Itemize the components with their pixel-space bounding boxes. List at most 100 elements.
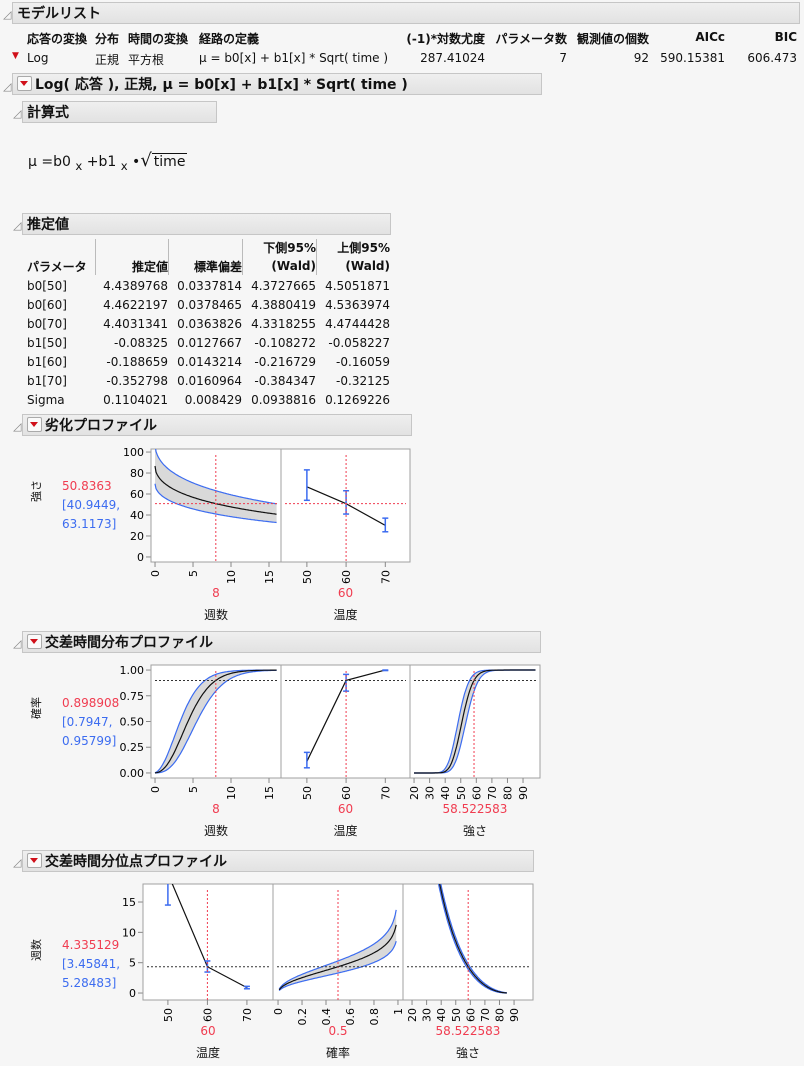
confidence-band: [155, 449, 277, 523]
x-tick-label: 30: [424, 786, 437, 800]
table-cell: 0.0127667: [177, 336, 242, 350]
y-ci-lower: [0.7947,: [62, 715, 113, 729]
cell: 590.15381: [660, 51, 725, 65]
table-cell: b0[60]: [27, 298, 67, 312]
disclosure-icon[interactable]: ◿: [13, 420, 22, 433]
disclosure-icon[interactable]: ◿: [13, 856, 22, 869]
y-ci-upper: 5.28483]: [62, 976, 117, 990]
y-tick-label: 100: [123, 446, 144, 459]
plot-marks: [407, 884, 529, 1000]
profiler-header[interactable]: 交差時間分位点プロファイル: [22, 850, 534, 872]
table-cell: b0[70]: [27, 317, 67, 331]
profiler-header[interactable]: 劣化プロファイル: [22, 414, 412, 436]
x-axis-label: 確率: [325, 1046, 350, 1060]
current-x-value[interactable]: 58.522583: [442, 802, 508, 816]
disclosure-icon[interactable]: ◿: [13, 637, 22, 650]
current-x-value[interactable]: 60: [337, 586, 354, 600]
y-ci-upper: 0.95799]: [62, 734, 117, 748]
disclosure-icon[interactable]: ◿: [13, 107, 22, 120]
y-tick-label: 1.00: [120, 664, 145, 677]
table-cell: b1[70]: [27, 374, 67, 388]
col-header: パラメータ数: [495, 32, 567, 46]
x-tick-label: 90: [508, 1008, 521, 1022]
y-ci-lower: [40.9449,: [62, 498, 121, 512]
model-list-header[interactable]: モデルリスト: [12, 2, 800, 24]
model-header[interactable]: Log( 応答 ), 正規, μ = b0[x] + b1[x] * Sqrt(…: [12, 73, 542, 95]
x-tick-label: 1: [392, 1008, 405, 1015]
current-x-value[interactable]: 0.5: [328, 1024, 348, 1038]
x-tick-label: 90: [517, 786, 530, 800]
profiler-title: 劣化プロファイル: [45, 418, 157, 434]
x-tick-label: 70: [486, 786, 499, 800]
x-tick-label: 70: [479, 1008, 492, 1022]
table-cell: 4.4031341: [103, 317, 168, 331]
x-tick-label: 10: [225, 786, 238, 800]
table-cell: 4.3727665: [251, 279, 316, 293]
formula-plus: +: [86, 154, 99, 170]
estimates-title: 推定値: [27, 217, 69, 233]
current-x-value[interactable]: 58.522583: [435, 1024, 501, 1038]
x-tick-label: 15: [263, 570, 276, 584]
current-x-value[interactable]: 8: [212, 802, 220, 816]
formula-header[interactable]: 計算式: [22, 101, 217, 123]
x-tick-label: 80: [493, 1008, 506, 1022]
formula-time: time: [151, 153, 188, 170]
disclosure-icon[interactable]: ◿: [3, 8, 12, 21]
cell: Log: [27, 51, 49, 65]
formula-sub: x: [75, 158, 83, 173]
table-cell: 0.0337814: [177, 279, 242, 293]
x-tick-label: 0.2: [296, 1008, 309, 1026]
y-ci-upper: 63.1173]: [62, 517, 117, 531]
y-tick-label: 40: [130, 509, 144, 522]
col-header: 分布: [95, 32, 120, 46]
x-tick-label: 50: [301, 786, 314, 800]
formula-b1: b1: [98, 154, 117, 170]
cell: 287.41024: [420, 51, 485, 65]
profiler-header[interactable]: 交差時間分布プロファイル: [22, 631, 541, 653]
cell: 7: [559, 51, 567, 65]
formula-mu: μ =: [28, 154, 54, 170]
red-triangle-menu-icon[interactable]: [27, 853, 42, 868]
col-header: 観測値の個数: [576, 32, 649, 46]
model-list-title: モデルリスト: [17, 6, 101, 22]
x-tick-label: 80: [501, 786, 514, 800]
profile-curve: [439, 884, 507, 994]
cell: 正規: [95, 53, 120, 67]
current-x-value[interactable]: 8: [212, 586, 220, 600]
current-x-value[interactable]: 60: [200, 1024, 216, 1038]
col-header: 下側95% (Wald): [263, 241, 316, 273]
formula-sub: x: [120, 158, 128, 173]
table-cell: -0.16059: [336, 355, 390, 369]
estimates-header[interactable]: 推定値: [22, 213, 391, 235]
x-tick-label: 0: [149, 570, 162, 577]
x-tick-label: 10: [225, 570, 238, 584]
x-tick-label: 20: [408, 786, 421, 800]
x-axis-label: 週数: [203, 608, 228, 622]
table-cell: Sigma: [27, 393, 65, 407]
x-tick-label: 60: [201, 1008, 214, 1022]
x-axis-label: 週数: [203, 824, 228, 838]
cell: μ = b0[x] + b1[x] * Sqrt( time ): [199, 51, 389, 65]
cell: 606.473: [747, 51, 797, 65]
red-triangle-menu-icon[interactable]: [27, 417, 42, 432]
y-tick-label: 20: [130, 530, 144, 543]
plot-marks: [154, 449, 277, 562]
y-tick-label: 10: [122, 926, 136, 939]
col-header: パラメータ: [27, 260, 87, 274]
sqrt-icon: √: [140, 150, 152, 171]
table-cell: -0.188659: [106, 355, 168, 369]
plot-marks: [154, 669, 277, 778]
table-cell: 4.5051871: [325, 279, 390, 293]
x-tick-label: 50: [301, 570, 314, 584]
red-triangle-menu-icon[interactable]: [17, 76, 32, 91]
row-menu-icon[interactable]: ▼: [12, 51, 19, 61]
disclosure-icon[interactable]: ◿: [3, 80, 12, 93]
table-cell: b1[50]: [27, 336, 67, 350]
current-x-value[interactable]: 60: [337, 802, 354, 816]
disclosure-icon[interactable]: ◿: [13, 219, 22, 232]
table-cell: 0.0938816: [251, 393, 316, 407]
red-triangle-menu-icon[interactable]: [27, 634, 42, 649]
